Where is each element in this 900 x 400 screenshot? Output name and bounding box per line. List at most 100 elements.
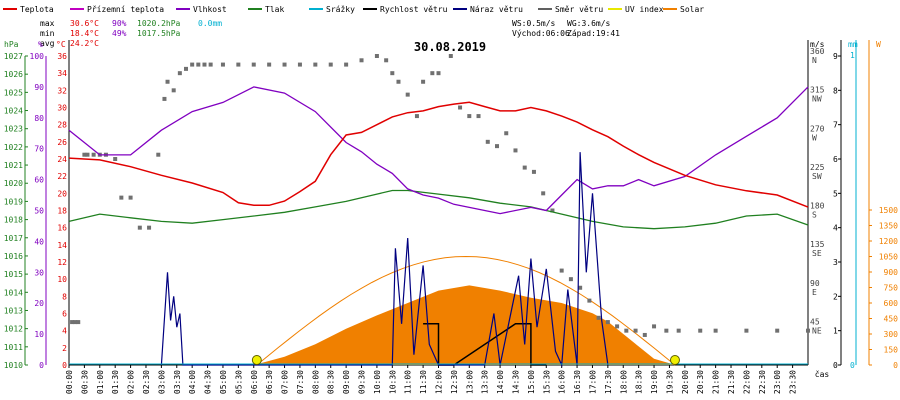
- wind-direction-point: [421, 79, 426, 84]
- wind-direction-point: [236, 62, 241, 67]
- x-tick-label: 09:00: [342, 370, 351, 394]
- x-tick-label: 16:30: [573, 370, 582, 394]
- wind-direction-point: [202, 62, 207, 67]
- temperature-unit: °C: [56, 40, 66, 49]
- wind-tick-label: 4: [833, 224, 838, 233]
- direction-tick-name: NE: [812, 326, 822, 335]
- wind-direction-point: [513, 148, 518, 153]
- stat-min-press: 1017.5hPa: [137, 29, 181, 38]
- legend-label: Srážky: [326, 5, 355, 14]
- x-tick-label: 17:30: [604, 370, 613, 394]
- x-tick-label: 01:30: [111, 370, 120, 394]
- temperature-tick-label: 20: [57, 189, 67, 198]
- temperature-tick-label: 34: [57, 69, 67, 78]
- x-tick-label: 06:00: [250, 370, 259, 394]
- wind-direction-point: [128, 195, 133, 200]
- wind-direction-point: [664, 328, 669, 333]
- x-tick-label: 20:30: [696, 370, 705, 394]
- wind-direction-point: [596, 315, 601, 320]
- wind-direction-point: [504, 131, 509, 136]
- stat-avg-temp: 24.2°C: [70, 39, 99, 48]
- plot-area: [68, 54, 810, 368]
- legend-label: Rychlost větru: [380, 5, 448, 14]
- stat-min-temp: 18.4°C: [70, 29, 99, 38]
- legend-label: Solar: [680, 5, 704, 14]
- wind-direction-point: [430, 71, 435, 76]
- x-tick-label: 10:00: [373, 370, 382, 394]
- wind-direction-point: [396, 79, 401, 84]
- temperature-tick-label: 30: [57, 104, 67, 113]
- pressure-tick-label: 1015: [4, 270, 23, 279]
- wind-direction-point: [485, 139, 490, 144]
- x-tick-label: 14:30: [511, 370, 520, 394]
- legend-label: Tlak: [265, 5, 284, 14]
- wind-direction-point: [177, 71, 182, 76]
- x-tick-label: 15:30: [542, 370, 551, 394]
- solar-tick-label: 1500: [879, 206, 898, 215]
- x-tick-label: 23:30: [789, 370, 798, 394]
- x-tick-label: 08:00: [311, 370, 320, 394]
- pressure-tick-label: 1026: [4, 70, 23, 79]
- wind-direction-point: [359, 58, 364, 63]
- solar-tick-label: 750: [884, 284, 899, 293]
- temperature-tick-label: 22: [57, 172, 67, 181]
- x-tick-label: 05:30: [234, 370, 243, 394]
- x-tick-label: 17:00: [588, 370, 597, 394]
- wind-direction-point: [73, 320, 78, 325]
- temperature-tick-label: 16: [57, 224, 67, 233]
- stat-sunrise: Východ:06:06: [512, 29, 570, 38]
- wind-direction-point: [147, 225, 152, 230]
- wind-direction-point: [405, 92, 410, 97]
- wind-direction-point: [82, 152, 87, 157]
- x-tick-label: 08:30: [327, 370, 336, 394]
- rain-tick-label: 0: [850, 361, 855, 370]
- direction-tick-name: NW: [812, 95, 822, 104]
- x-tick-label: 00:30: [80, 370, 89, 394]
- pressure-tick-label: 1016: [4, 252, 23, 261]
- x-tick-label: 02:30: [142, 370, 151, 394]
- wind-unit: m/s: [810, 40, 825, 49]
- humidity-unit: %: [38, 40, 43, 49]
- pressure-tick-label: 1012: [4, 325, 23, 334]
- wind-direction-point: [119, 195, 124, 200]
- x-tick-label: 18:30: [635, 370, 644, 394]
- wind-direction-point: [297, 62, 302, 67]
- legend-label: Náraz větru: [470, 5, 523, 14]
- wind-direction-point: [531, 169, 536, 174]
- wind-direction-point: [744, 328, 749, 333]
- temperature-tick-label: 28: [57, 121, 67, 130]
- solar-tick-label: 450: [884, 315, 899, 324]
- wind-direction-point: [568, 277, 573, 282]
- wind-tick-label: 3: [833, 258, 838, 267]
- humidity-tick-label: 90: [34, 83, 44, 92]
- direction-tick-name: S: [812, 211, 817, 220]
- wind-direction-point: [476, 114, 481, 119]
- solar-tick-label: 1200: [879, 237, 898, 246]
- humidity-line: [68, 86, 809, 215]
- wind-direction-point: [282, 62, 287, 67]
- stat-wg: WG:3.6m/s: [567, 19, 611, 28]
- temperature-tick-label: 18: [57, 207, 67, 216]
- wind-direction-point: [137, 225, 142, 230]
- solar-tick-label: 1050: [879, 253, 898, 262]
- wind-direction-point: [113, 157, 118, 161]
- wind-direction-point: [522, 165, 527, 170]
- wind-direction-point: [633, 328, 638, 333]
- wind-direction-point: [267, 62, 272, 67]
- x-tick-label: 22:00: [742, 370, 751, 394]
- axes: 1010101110121013101410151016101710181019…: [4, 40, 898, 394]
- stat-ws: WS:0.5m/s: [512, 19, 556, 28]
- stat-avg-label: avg: [40, 39, 55, 48]
- x-tick-label: 13:00: [465, 370, 474, 394]
- temperature-tick-label: 0: [62, 361, 67, 370]
- solar-tick-label: 900: [884, 268, 899, 277]
- wind-tick-label: 8: [833, 86, 838, 95]
- direction-tick-label: 315: [810, 86, 825, 95]
- wind-direction-point: [328, 62, 333, 67]
- x-tick-label: 00:00: [65, 370, 74, 394]
- wind-direction-point: [775, 328, 780, 333]
- wind-direction-point: [642, 332, 647, 337]
- stat-sunset: Západ:19:41: [567, 29, 620, 38]
- wind-tick-label: 9: [833, 52, 838, 61]
- pressure-tick-label: 1010: [4, 361, 23, 370]
